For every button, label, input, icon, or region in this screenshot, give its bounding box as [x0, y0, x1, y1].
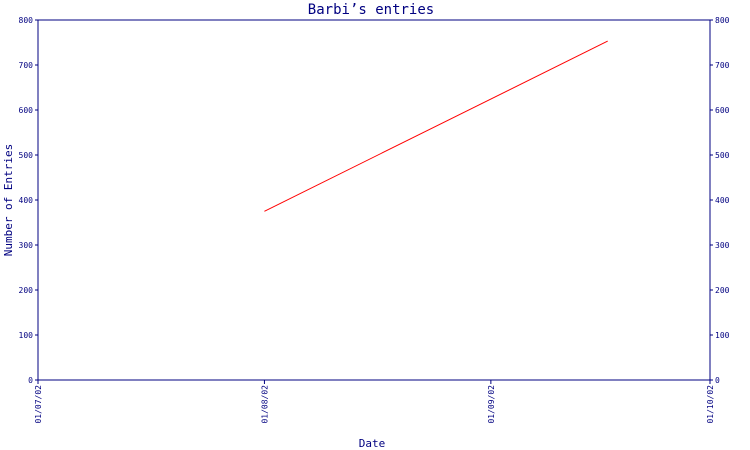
y-tick-label-left: 700: [19, 61, 34, 70]
x-tick-label: 01/08/02: [260, 385, 269, 424]
x-axis-title: Date: [359, 437, 386, 450]
x-axis: 01/07/02 01/08/02 01/09/02 01/10/02: [34, 380, 715, 424]
x-tick-label: 01/09/02: [487, 385, 496, 424]
y-tick-label-right: 600: [715, 106, 730, 115]
series-line: [264, 40, 608, 212]
chart-title: Barbi’s entries: [308, 2, 434, 18]
x-tick-label: 01/10/02: [706, 385, 715, 424]
plot-frame: [37, 19, 711, 381]
y-tick-label-left: 800: [19, 16, 34, 25]
plot-border: [37, 19, 711, 381]
y-tick-label-right: 300: [715, 241, 730, 250]
y-tick-label-left: 300: [19, 241, 34, 250]
y-tick-label-right: 500: [715, 151, 730, 160]
y-tick-label-right: 700: [715, 61, 730, 70]
y-axis-right: 0 100 200 300 400 500 600 700 800: [710, 16, 730, 385]
y-tick-label-left: 200: [19, 286, 34, 295]
y-tick-label-right: 100: [715, 331, 730, 340]
y-axis-left: 0 100 200 300 400 500 600 700 800: [19, 16, 38, 385]
y-tick-label-left: 0: [28, 376, 33, 385]
y-tick-label-right: 200: [715, 286, 730, 295]
y-tick-label-right: 0: [715, 376, 720, 385]
y-tick-label-left: 600: [19, 106, 34, 115]
y-tick-label-left: 500: [19, 151, 34, 160]
y-tick-label-left: 400: [19, 196, 34, 205]
series-layer: [264, 40, 608, 212]
x-tick-label: 01/07/02: [34, 385, 43, 424]
y-axis-title: Number of Entries: [2, 144, 15, 257]
y-tick-label-right: 400: [715, 196, 730, 205]
y-tick-label-right: 800: [715, 16, 730, 25]
y-tick-label-left: 100: [19, 331, 34, 340]
